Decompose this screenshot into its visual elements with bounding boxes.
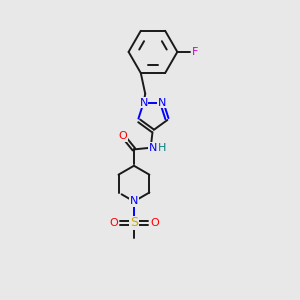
Text: N: N <box>158 98 166 108</box>
Text: F: F <box>192 47 198 57</box>
Text: N: N <box>148 143 157 153</box>
Text: O: O <box>109 218 118 228</box>
Text: O: O <box>118 131 127 141</box>
Text: N: N <box>130 196 138 206</box>
Text: S: S <box>130 216 138 229</box>
Text: H: H <box>158 143 166 153</box>
Text: N: N <box>140 98 148 108</box>
Text: O: O <box>150 218 159 228</box>
